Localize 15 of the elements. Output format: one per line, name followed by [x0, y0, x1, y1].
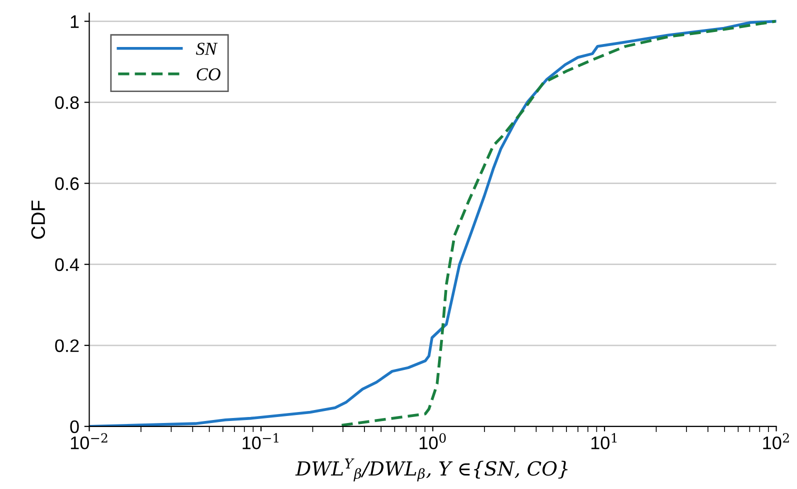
x-tick-label: 10$^{−1}$: [242, 433, 278, 450]
y-tick-label: 0.2: [55, 339, 79, 352]
x-axis-title: DWL$^{Y}$$_{β}$/DWL$_{β}$, Y ∈{SN, CO}: [295, 458, 568, 482]
x-tick-label: 10$^{0}$: [420, 433, 446, 450]
x-tick-label: 10$^{−2}$: [70, 433, 108, 450]
y-tick-label: 0.8: [55, 96, 79, 110]
y-axis-title: CDF: [31, 200, 46, 239]
legend-label: CO: [196, 68, 220, 80]
x-tick-label: 10$^{2}$: [763, 433, 789, 450]
x-tick-label: 10$^{1}$: [591, 433, 617, 450]
y-tick-label: 0.6: [55, 177, 79, 190]
y-tick-label: 0: [70, 420, 79, 434]
y-tick-label: 0.4: [55, 258, 80, 272]
y-tick-label: 1: [70, 15, 79, 28]
legend-label: SN: [196, 42, 218, 55]
